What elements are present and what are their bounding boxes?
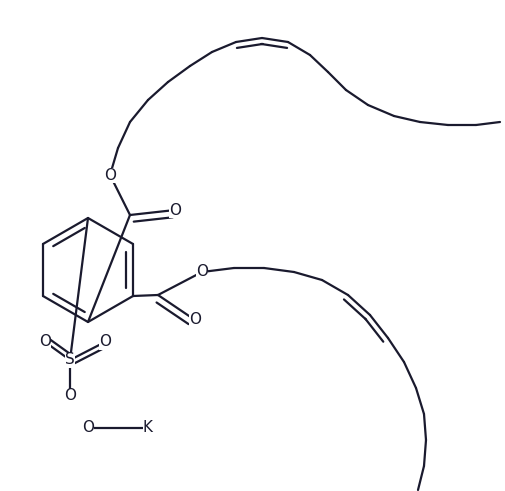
Text: O: O — [189, 312, 200, 327]
Text: O: O — [82, 420, 94, 436]
Text: K: K — [143, 420, 153, 436]
Text: O: O — [195, 265, 208, 279]
Text: S: S — [65, 353, 75, 367]
Text: O: O — [169, 202, 181, 218]
Text: O: O — [64, 388, 76, 404]
Text: O: O — [104, 167, 116, 183]
Text: O: O — [39, 334, 51, 350]
Text: O: O — [99, 334, 111, 350]
